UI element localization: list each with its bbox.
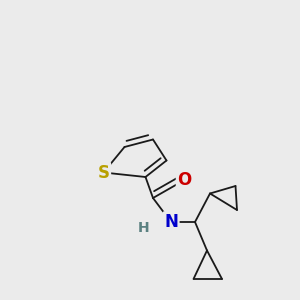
Text: N: N — [164, 213, 178, 231]
Text: O: O — [177, 171, 192, 189]
Text: S: S — [98, 164, 110, 181]
Text: H: H — [138, 221, 150, 235]
